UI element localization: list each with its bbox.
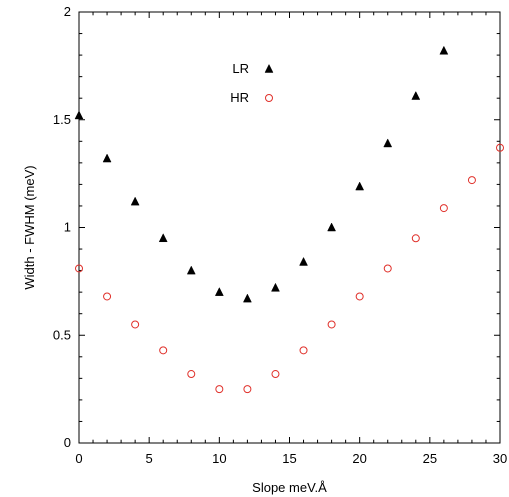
hr-point <box>131 320 140 329</box>
x-tick-label: 10 <box>212 451 226 466</box>
hr-point <box>411 234 420 243</box>
lr-point <box>299 256 308 266</box>
x-tick-label: 20 <box>352 451 366 466</box>
legend-label: HR <box>230 90 249 105</box>
x-tick-label: 15 <box>282 451 296 466</box>
hr-point <box>383 264 392 273</box>
y-tick-label: 1 <box>64 220 71 235</box>
tick-labels: 0 5 10 15 20 25 30 0 0.5 1 1.5 2 <box>53 4 507 466</box>
y-tick-label: 2 <box>64 4 71 19</box>
lr-point <box>242 293 252 303</box>
hr-point <box>243 385 252 394</box>
data-points <box>74 45 504 394</box>
hr-point <box>355 292 364 301</box>
lr-point <box>74 110 84 120</box>
hr-point <box>215 385 224 394</box>
lr-point <box>214 287 224 296</box>
hr-point <box>159 346 168 355</box>
lr-point <box>271 282 280 292</box>
plot-frame <box>78 11 501 444</box>
hr-point <box>75 264 83 273</box>
hr-point <box>299 346 308 355</box>
legend-marker-lr <box>264 63 274 73</box>
hr-point <box>496 143 504 152</box>
x-tick-label: 0 <box>75 451 82 466</box>
legend-marker-hr <box>265 94 273 102</box>
y-tick-label: 1.5 <box>53 112 71 127</box>
hr-point <box>467 176 476 185</box>
lr-point <box>383 138 393 148</box>
hr-point <box>187 370 196 379</box>
lr-point <box>355 181 365 191</box>
legend-label: LR <box>232 61 249 76</box>
lr-point <box>102 153 112 163</box>
y-axis-label: Width - FWHM (meV) <box>22 165 37 289</box>
y-tick-label: 0.5 <box>53 327 71 342</box>
hr-point <box>271 370 280 379</box>
hr-point <box>103 292 112 301</box>
lr-point <box>186 265 196 275</box>
lr-point <box>439 45 449 55</box>
axis-ticks <box>78 11 501 444</box>
lr-point <box>327 222 337 232</box>
lr-point <box>158 233 168 243</box>
lr-point <box>130 196 140 206</box>
x-tick-label: 30 <box>493 451 507 466</box>
lr-point <box>411 90 421 100</box>
y-tick-label: 0 <box>64 435 71 450</box>
legend: LR HR <box>230 61 274 105</box>
hr-point <box>439 204 448 213</box>
x-tick-label: 5 <box>146 451 153 466</box>
x-tick-label: 25 <box>423 451 437 466</box>
hr-point <box>327 320 336 329</box>
x-axis-label: Slope meV.Å <box>252 480 327 495</box>
